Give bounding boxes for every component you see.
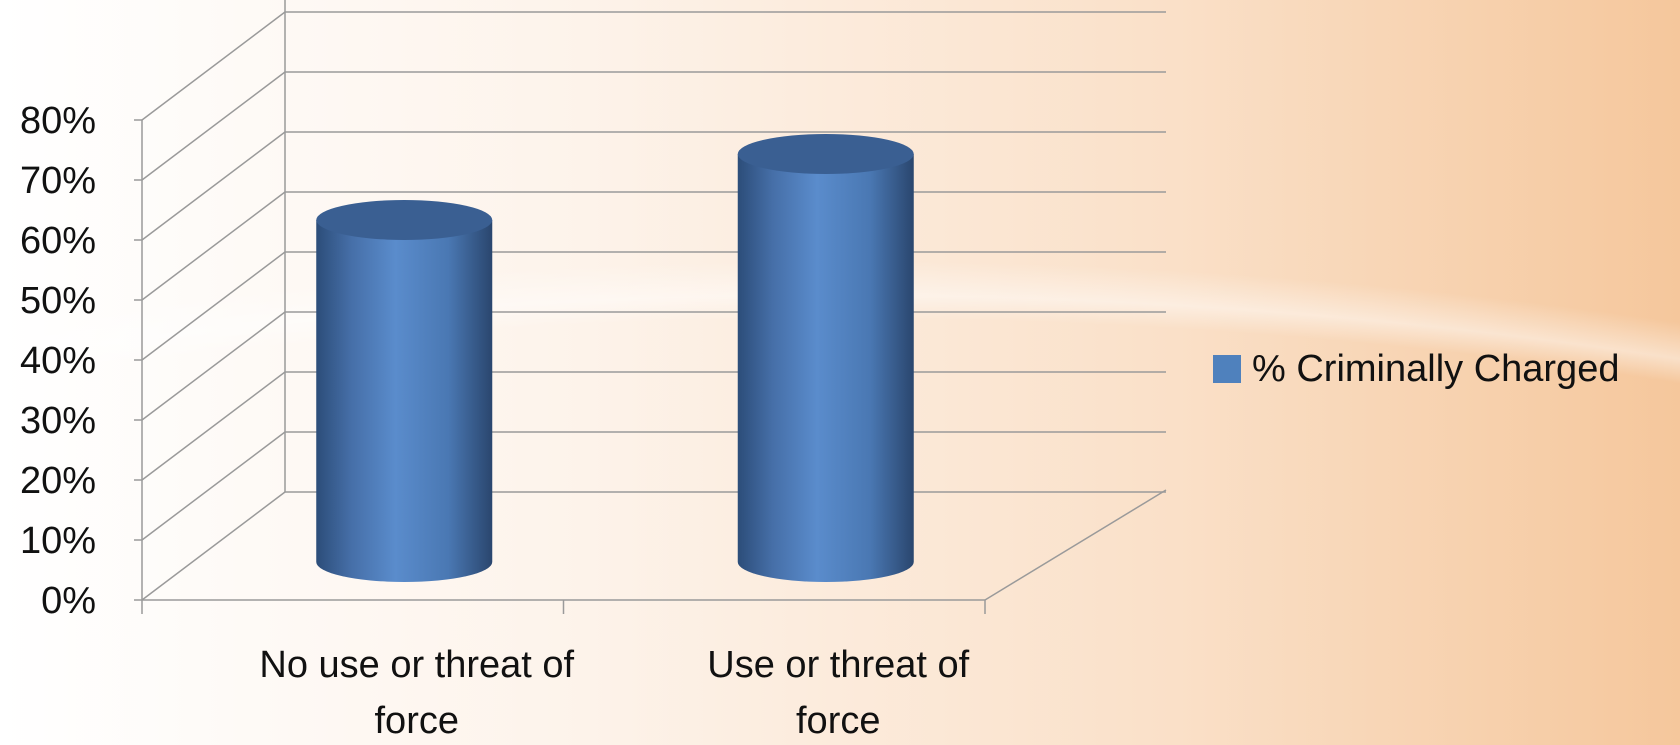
legend-swatch bbox=[1213, 355, 1241, 383]
gridline-side bbox=[141, 11, 286, 121]
legend: % Criminally Charged bbox=[1213, 348, 1619, 390]
x-category-label: force bbox=[375, 700, 459, 742]
y-tick-label: 70% bbox=[20, 160, 96, 202]
y-axis-tick-labels: 0% 10% 20% 30% 40% 50% 60% 70% 80% bbox=[20, 100, 96, 622]
x-category-label: No use or threat of bbox=[259, 644, 574, 686]
gridline-side bbox=[141, 311, 286, 421]
y-tick-label: 60% bbox=[20, 220, 96, 262]
y-tick-label: 30% bbox=[20, 400, 96, 442]
gridline-side bbox=[141, 131, 286, 241]
bars bbox=[316, 134, 914, 582]
y-tick-label: 10% bbox=[20, 520, 96, 562]
x-category-label: Use or threat of bbox=[707, 644, 969, 686]
x-category-label: force bbox=[796, 700, 880, 742]
gridline-side bbox=[141, 371, 286, 481]
bar bbox=[316, 200, 493, 582]
bar-top bbox=[316, 200, 493, 240]
bar bbox=[737, 134, 914, 582]
bar-body bbox=[316, 220, 493, 582]
gridline-side bbox=[141, 191, 286, 301]
x-axis-category-labels: No use or threat of force Use or threat of… bbox=[259, 644, 969, 742]
floor-edge-right bbox=[984, 489, 1167, 601]
y-tick-label: 80% bbox=[20, 100, 96, 142]
gridline-side bbox=[141, 71, 286, 181]
legend-label: % Criminally Charged bbox=[1252, 348, 1619, 390]
y-tick-label: 40% bbox=[20, 340, 96, 382]
gridline-side bbox=[141, 251, 286, 361]
y-tick-label: 0% bbox=[41, 580, 96, 622]
gridline-side bbox=[141, 431, 286, 541]
bar-top bbox=[737, 134, 914, 174]
bar-body bbox=[737, 154, 914, 582]
floor-edge-left bbox=[141, 491, 286, 601]
y-tick-label: 50% bbox=[20, 280, 96, 322]
y-tick-label: 20% bbox=[20, 460, 96, 502]
